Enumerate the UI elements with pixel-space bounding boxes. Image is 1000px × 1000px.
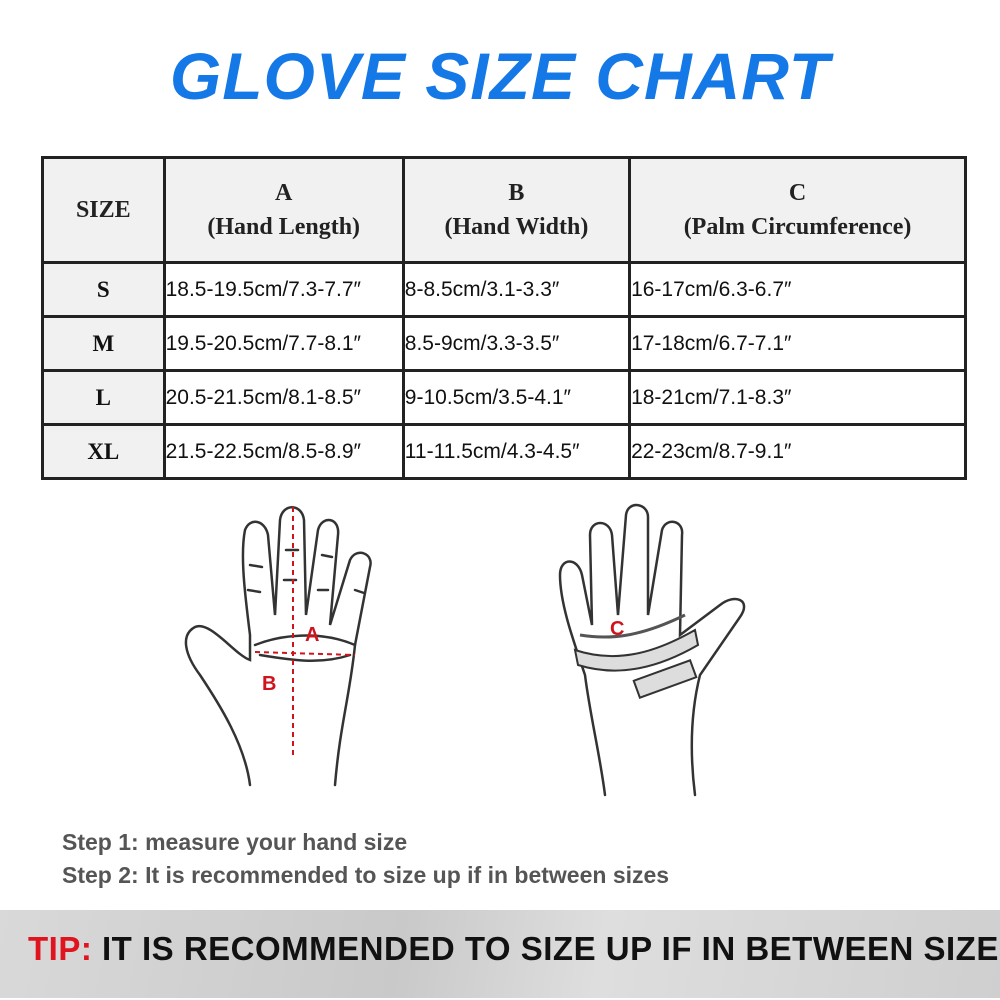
size-cell: XL <box>41 423 166 480</box>
palm-circumference-cell: 18-21cm/7.1-8.3″ <box>628 369 967 426</box>
palm-circumference-cell: 22-23cm/8.7-9.1″ <box>628 423 967 480</box>
header-c: C (Palm Circumference) <box>628 156 967 264</box>
label-a: A <box>305 624 319 646</box>
hand-length-cell: 19.5-20.5cm/7.7-8.1″ <box>162 315 405 372</box>
instructions: Step 1: measure your hand size Step 2: I… <box>62 826 669 892</box>
hand-length-cell: 18.5-19.5cm/7.3-7.7″ <box>162 261 405 318</box>
step-2: Step 2: It is recommended to size up if … <box>62 862 670 888</box>
size-cell: M <box>41 315 166 372</box>
header-b: B (Hand Width) <box>401 156 632 264</box>
palm-circumference-cell: 17-18cm/6.7-7.1″ <box>628 315 967 372</box>
hand-width-cell: 8.5-9cm/3.3-3.5″ <box>401 315 632 372</box>
header-a: A (Hand Length) <box>162 156 405 264</box>
tip-label: TIP: <box>28 930 93 967</box>
measurement-diagram: A B C <box>184 503 746 797</box>
tape-measure-illustration <box>573 613 700 699</box>
tip-banner: TIP: IT IS RECOMMENDED TO SIZE UP IF IN … <box>0 910 1000 998</box>
table-row: XL 21.5-22.5cm/8.5-8.9″ 11-11.5cm/4.3-4.… <box>41 423 967 480</box>
tip-message: IT IS RECOMMENDED TO SIZE UP IF IN BETWE… <box>92 930 1000 967</box>
palm-circumference-cell: 16-17cm/6.3-6.7″ <box>628 261 967 318</box>
size-cell: L <box>41 369 166 426</box>
hand-length-cell: 20.5-21.5cm/8.1-8.5″ <box>162 369 405 426</box>
table-row: M 19.5-20.5cm/7.7-8.1″ 8.5-9cm/3.3-3.5″ … <box>41 315 967 372</box>
hand-width-cell: 11-11.5cm/4.3-4.5″ <box>401 423 632 480</box>
open-hand-illustration <box>184 506 372 787</box>
label-c: C <box>610 618 624 640</box>
header-size: SIZE <box>41 156 166 264</box>
step-1: Step 1: measure your hand size <box>62 829 408 855</box>
measurement-a-line <box>254 507 356 757</box>
label-b: B <box>262 673 276 695</box>
table-row: L 20.5-21.5cm/8.1-8.5″ 9-10.5cm/3.5-4.1″… <box>41 369 967 426</box>
size-table: SIZE A (Hand Length) B (Hand Width) C (Palm… <box>41 156 967 480</box>
tip-text: TIP: IT IS RECOMMENDED TO SIZE UP IF IN … <box>28 930 1000 968</box>
size-cell: S <box>41 261 166 318</box>
hand-width-cell: 9-10.5cm/3.5-4.1″ <box>401 369 632 426</box>
hand-width-cell: 8-8.5cm/3.1-3.3″ <box>401 261 632 318</box>
table-header-row: SIZE A (Hand Length) B (Hand Width) C (Palm… <box>41 156 967 264</box>
hand-length-cell: 21.5-22.5cm/8.5-8.9″ <box>162 423 405 480</box>
table-row: S 18.5-19.5cm/7.3-7.7″ 8-8.5cm/3.1-3.3″ … <box>41 261 967 318</box>
page-title: GLOVE SIZE CHART <box>169 39 831 113</box>
